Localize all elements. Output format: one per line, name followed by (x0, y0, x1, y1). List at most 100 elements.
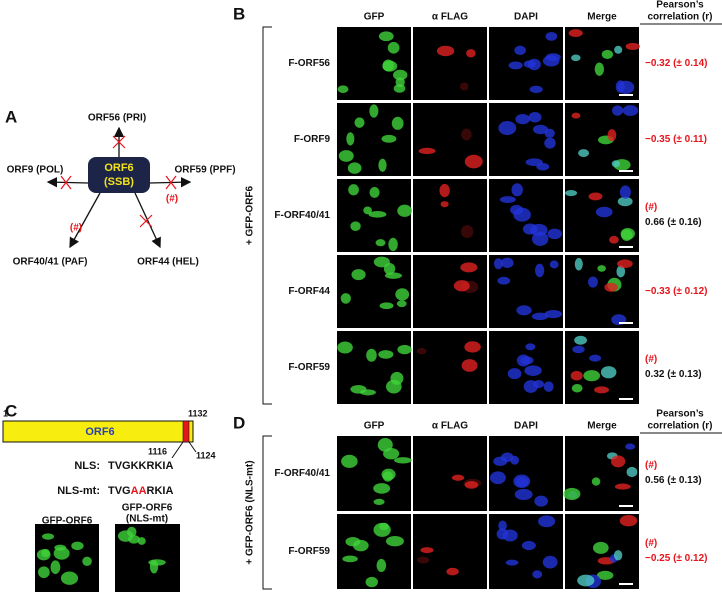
position: 1124 (196, 450, 216, 460)
target-label: ORF40/41 (PAF) (13, 257, 88, 268)
cell (617, 80, 635, 94)
cell (490, 471, 506, 485)
cell (536, 162, 550, 171)
callout (171, 441, 197, 459)
mark: (#) (645, 460, 657, 471)
cell (538, 515, 556, 528)
column-header: α FLAG (432, 421, 468, 432)
cell (611, 455, 626, 468)
cell (621, 229, 633, 241)
cell (594, 386, 609, 394)
cell (436, 45, 455, 57)
mark: (#) (645, 538, 657, 549)
cell (547, 228, 562, 240)
scale-bar (619, 505, 633, 507)
cell (597, 265, 606, 272)
corr-header: Pearson’s (656, 409, 704, 420)
cell (578, 149, 590, 158)
row-label: F-ORF40/41 (274, 210, 330, 221)
sequence: TVGKKRKIA (108, 460, 173, 472)
cell (583, 370, 601, 382)
micrograph (413, 27, 487, 100)
cell (397, 344, 412, 355)
cell (625, 42, 640, 50)
scale-bar (619, 94, 633, 96)
cell (571, 384, 583, 393)
cell (588, 192, 603, 201)
cell (499, 196, 516, 203)
scale-bar (619, 322, 633, 324)
cell (532, 124, 549, 135)
row-label: F-ORF44 (288, 286, 330, 297)
cell (527, 58, 541, 71)
cell (511, 183, 523, 197)
column-header: DAPI (514, 421, 538, 432)
cell (459, 82, 469, 91)
cell (363, 206, 372, 215)
corr-header: Pearson’s (656, 0, 704, 11)
cell (337, 341, 353, 354)
cell (513, 207, 531, 222)
cell (393, 69, 408, 81)
cell (375, 239, 386, 247)
row-label: F-ORF59 (288, 362, 330, 373)
cell (502, 529, 518, 542)
panel-label: A (5, 107, 17, 126)
cell (373, 498, 385, 506)
cell (391, 116, 404, 130)
cell (351, 269, 366, 281)
cell (386, 379, 402, 394)
micrograph (413, 436, 487, 511)
target-label: ORF44 (HEL) (137, 257, 199, 268)
cell (572, 345, 585, 354)
position: 1116 (148, 446, 167, 456)
center-label: ORF6 (104, 162, 133, 174)
cell (461, 128, 472, 141)
cell (545, 31, 558, 41)
seq-part: RKIA (147, 485, 174, 497)
column-header: Merge (587, 421, 617, 432)
cell (531, 312, 549, 321)
cell (347, 162, 362, 174)
cell (505, 559, 519, 566)
image-label: GFP-ORF6 (42, 516, 93, 527)
cell (513, 474, 531, 489)
cell (446, 567, 459, 576)
cell (592, 541, 609, 554)
center-box (88, 157, 150, 193)
cell (524, 365, 542, 376)
cell (619, 185, 631, 199)
cell (533, 380, 545, 389)
cell (570, 370, 583, 381)
cell (418, 147, 436, 155)
cell (574, 257, 583, 271)
cell (493, 258, 503, 270)
cell (38, 566, 50, 579)
column-header: α FLAG (432, 12, 468, 23)
cell (378, 31, 394, 42)
cell (617, 196, 633, 207)
cell (609, 235, 619, 244)
cell (368, 211, 387, 218)
cell (148, 559, 166, 566)
cell (451, 474, 465, 481)
orf6-bar (2, 420, 194, 443)
bracket (262, 435, 272, 590)
correlation: 0.66 (± 0.16) (645, 217, 702, 228)
cell (337, 85, 349, 94)
cell (338, 150, 354, 162)
cell (619, 515, 638, 527)
cell (532, 570, 543, 579)
cell (126, 526, 137, 537)
cell (396, 300, 407, 308)
group-label: + GFP-ORF6 (NLS-mt) (245, 460, 256, 564)
cell (613, 550, 623, 561)
cell (587, 276, 598, 288)
cell (378, 350, 394, 359)
cell (563, 487, 581, 501)
micrograph (337, 514, 411, 589)
correlation: 0.32 (± 0.13) (645, 369, 702, 380)
column-header: DAPI (514, 12, 538, 23)
cell (544, 137, 556, 149)
cell (521, 540, 536, 551)
